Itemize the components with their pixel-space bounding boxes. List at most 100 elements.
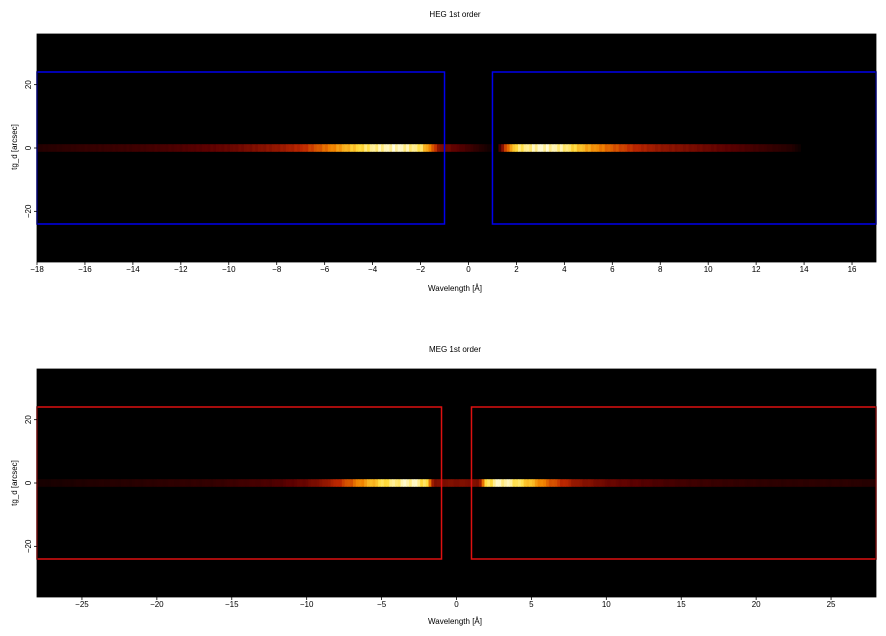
heg-trace-cell bbox=[627, 144, 631, 152]
meg-trace-cell bbox=[576, 479, 580, 487]
heg-trace-cell bbox=[271, 144, 276, 152]
meg-trace-cell bbox=[53, 479, 57, 487]
heg-trace-cell bbox=[232, 144, 236, 152]
meg-trace-cell bbox=[369, 479, 373, 487]
heg-trace-cell bbox=[431, 144, 435, 152]
heg-trace-cell bbox=[302, 144, 306, 152]
meg-trace-cell bbox=[750, 479, 754, 487]
heg-trace-cell bbox=[76, 144, 80, 152]
heg-trace-cell bbox=[582, 144, 586, 152]
heg-trace-cell bbox=[467, 144, 471, 152]
heg-trace-cell bbox=[174, 144, 178, 152]
heg-trace-cell bbox=[464, 144, 469, 152]
heg-trace-cell bbox=[325, 144, 329, 152]
meg-trace-cell bbox=[243, 479, 248, 487]
meg-xtick-label: 20 bbox=[752, 600, 761, 609]
heg-trace-cell bbox=[649, 144, 653, 152]
heg-trace-cell bbox=[607, 144, 611, 152]
heg-trace-cell bbox=[523, 144, 527, 152]
meg-trace-cell bbox=[772, 479, 776, 487]
heg-trace-cell bbox=[308, 144, 312, 152]
meg-trace-cell bbox=[378, 479, 382, 487]
heg-trace-cell bbox=[643, 144, 648, 152]
heg-trace-cell bbox=[551, 144, 555, 152]
meg-trace-cell bbox=[691, 479, 695, 487]
meg-trace-cell bbox=[165, 479, 169, 487]
heg-trace-cell bbox=[716, 144, 720, 152]
meg-trace-cell bbox=[78, 479, 83, 487]
heg-trace-cell bbox=[534, 144, 539, 152]
heg-trace-cell bbox=[775, 144, 779, 152]
heg-trace-cell bbox=[59, 144, 63, 152]
meg-trace-cell bbox=[90, 479, 94, 487]
heg-trace-cell bbox=[90, 144, 94, 152]
heg-trace-cell bbox=[484, 144, 488, 152]
heg-trace-cell bbox=[585, 144, 589, 152]
meg-trace-cell bbox=[160, 479, 164, 487]
meg-trace-cell bbox=[383, 479, 387, 487]
meg-trace-cell bbox=[683, 479, 687, 487]
heg-trace-cell bbox=[101, 144, 105, 152]
meg-ytick-label: 20 bbox=[24, 415, 33, 424]
meg-trace-cell bbox=[411, 479, 415, 487]
meg-trace-cell bbox=[736, 479, 740, 487]
heg-trace-cell bbox=[641, 144, 645, 152]
heg-trace-cell bbox=[67, 144, 71, 152]
meg-trace-cell bbox=[375, 479, 379, 487]
meg-trace-cell bbox=[104, 479, 108, 487]
heg-trace-cell bbox=[115, 144, 119, 152]
heg-trace-cell bbox=[339, 144, 343, 152]
meg-trace-cell bbox=[190, 479, 195, 487]
meg-trace-cell bbox=[532, 479, 536, 487]
heg-trace-cell bbox=[392, 144, 396, 152]
meg-trace-cell bbox=[870, 479, 874, 487]
heg-trace-cell bbox=[708, 144, 712, 152]
meg-trace-cell bbox=[202, 479, 206, 487]
heg-trace-cell bbox=[84, 144, 88, 152]
meg-trace-cell bbox=[50, 479, 55, 487]
heg-trace-cell bbox=[478, 144, 483, 152]
meg-trace-cell bbox=[713, 479, 717, 487]
heg-trace-cell bbox=[601, 144, 606, 152]
heg-trace-cell bbox=[655, 144, 659, 152]
heg-trace-cell bbox=[786, 144, 790, 152]
meg-trace-cell bbox=[660, 479, 664, 487]
heg-trace-cell bbox=[750, 144, 754, 152]
meg-trace-cell bbox=[641, 479, 645, 487]
heg-trace-cell bbox=[694, 144, 698, 152]
heg-trace-cell bbox=[378, 144, 382, 152]
heg-trace-cell bbox=[501, 144, 505, 152]
heg-trace-cell bbox=[666, 144, 670, 152]
meg-trace-cell bbox=[526, 479, 530, 487]
meg-trace-cell bbox=[629, 479, 634, 487]
heg-trace-cell bbox=[487, 144, 491, 152]
meg-trace-cell bbox=[766, 479, 771, 487]
heg-trace-cell bbox=[109, 144, 113, 152]
meg-trace-cell bbox=[733, 479, 737, 487]
heg-trace-cell bbox=[532, 144, 536, 152]
meg-trace-cell bbox=[708, 479, 712, 487]
heg-trace-cell bbox=[540, 144, 544, 152]
meg-trace-cell bbox=[207, 479, 211, 487]
heg-trace-cell bbox=[383, 144, 387, 152]
meg-xtick-label: −25 bbox=[75, 600, 89, 609]
meg-trace-cell bbox=[512, 479, 516, 487]
heg-trace-cell bbox=[738, 144, 743, 152]
heg-xtick-label: 16 bbox=[848, 265, 857, 274]
meg-trace-cell bbox=[685, 479, 690, 487]
heg-trace-cell bbox=[322, 144, 326, 152]
heg-trace-cell bbox=[683, 144, 687, 152]
heg-trace-cell bbox=[241, 144, 245, 152]
heg-trace-cell bbox=[789, 144, 793, 152]
meg-trace-cell bbox=[188, 479, 192, 487]
heg-trace-cell bbox=[425, 144, 429, 152]
meg-trace-cell bbox=[778, 479, 782, 487]
heg-xtick-label: −2 bbox=[416, 265, 426, 274]
meg-trace-cell bbox=[372, 479, 376, 487]
heg-trace-cell bbox=[81, 144, 85, 152]
heg-xtick-label: −8 bbox=[272, 265, 282, 274]
meg-trace-cell bbox=[420, 479, 424, 487]
heg-trace-cell bbox=[204, 144, 208, 152]
meg-trace-cell bbox=[81, 479, 85, 487]
meg-trace-cell bbox=[386, 479, 390, 487]
